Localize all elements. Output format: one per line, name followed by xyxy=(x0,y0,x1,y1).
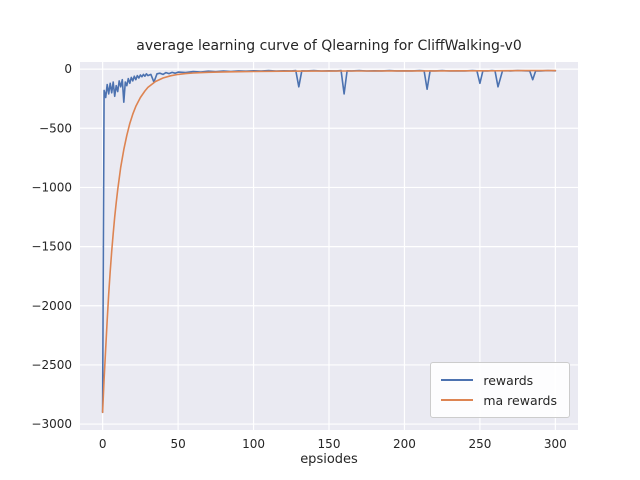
ma-rewards-line-sample xyxy=(441,399,474,401)
ma-rewards-line xyxy=(101,69,557,414)
x-axis-label: epsiodes xyxy=(300,452,358,467)
chart-title: average learning curve of Qlearning for … xyxy=(136,38,522,54)
x-tick-label: 250 xyxy=(468,437,491,451)
legend: rewards ma rewards xyxy=(430,362,570,418)
x-tick-label: 300 xyxy=(544,437,567,451)
y-tick-label: 0 xyxy=(64,62,72,76)
x-tick-label: 150 xyxy=(318,437,341,451)
rewards-line-sample xyxy=(441,379,474,381)
legend-label-ma-rewards: ma rewards xyxy=(483,392,557,408)
x-tick-label: 100 xyxy=(242,437,265,451)
legend-item-ma-rewards: ma rewards xyxy=(441,390,557,410)
x-tick-label: 0 xyxy=(99,437,107,451)
y-tick-label: −2500 xyxy=(31,358,72,372)
y-tick-label: −1000 xyxy=(31,180,72,194)
y-tick-label: −500 xyxy=(39,121,72,135)
x-tick-label: 200 xyxy=(393,437,416,451)
x-tick-label: 50 xyxy=(170,437,185,451)
y-tick-label: −2000 xyxy=(31,299,72,313)
legend-item-rewards: rewards xyxy=(441,370,557,390)
y-tick-label: −3000 xyxy=(31,417,72,431)
legend-label-rewards: rewards xyxy=(483,372,534,388)
y-tick-label: −1500 xyxy=(31,240,72,254)
